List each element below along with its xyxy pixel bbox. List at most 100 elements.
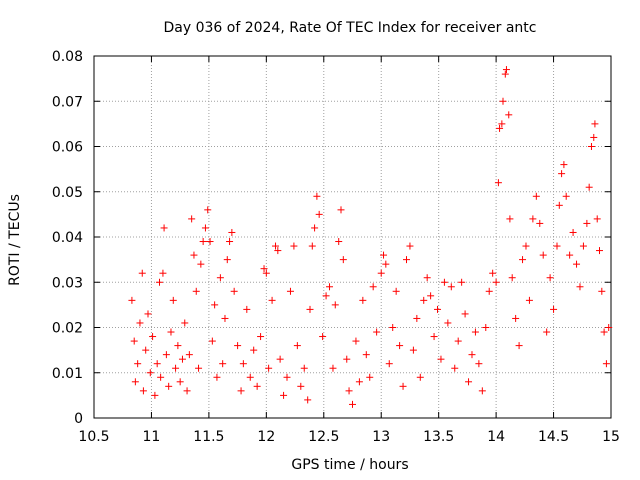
data-point: [174, 342, 182, 350]
data-point: [447, 283, 455, 291]
y-tick-label: 0.07: [52, 94, 83, 110]
data-point: [434, 305, 442, 313]
data-point: [596, 247, 604, 255]
data-point: [315, 210, 323, 218]
y-tick-label: 0.01: [52, 366, 83, 382]
data-point: [300, 364, 308, 372]
data-point: [506, 215, 514, 223]
data-point: [458, 278, 466, 286]
x-tick-label: 13.5: [423, 429, 454, 445]
data-point: [562, 192, 570, 200]
grid: [94, 56, 611, 418]
data-point: [130, 337, 138, 345]
data-point: [272, 242, 280, 250]
data-point: [389, 324, 397, 331]
data-point: [159, 269, 167, 277]
data-point: [440, 278, 448, 286]
data-point: [176, 378, 184, 386]
data-point: [283, 373, 291, 381]
x-tick-label: 14: [487, 429, 505, 445]
data-point: [494, 179, 502, 187]
data-point: [343, 355, 351, 363]
data-point: [230, 287, 238, 295]
x-tick-label: 11: [143, 429, 161, 445]
data-point: [392, 287, 400, 295]
x-tick-label: 14.5: [538, 429, 569, 445]
data-point: [590, 133, 598, 141]
data-point: [246, 373, 254, 381]
data-point: [359, 296, 367, 304]
data-point: [482, 324, 490, 331]
data-point: [546, 274, 554, 282]
data-point: [339, 256, 347, 264]
data-point: [416, 373, 424, 381]
data-point: [420, 296, 428, 304]
data-point: [406, 242, 414, 250]
data-point: [213, 373, 221, 381]
data-point: [583, 219, 591, 227]
y-tick-label: 0.05: [52, 185, 83, 201]
data-point: [226, 238, 234, 246]
data-point: [489, 269, 497, 277]
data-point: [172, 364, 180, 372]
data-point: [437, 355, 445, 363]
x-tick-labels: 10.5 11 11.5 12 12.5 13 13.5 14 14.5 15: [78, 429, 620, 445]
data-points: [128, 66, 613, 408]
y-tick-label: 0: [74, 411, 83, 427]
x-tick-label: 11.5: [193, 429, 224, 445]
data-point: [382, 260, 390, 268]
y-tick-label: 0.08: [52, 49, 83, 65]
data-point: [280, 391, 288, 399]
data-point: [219, 360, 227, 368]
data-point: [276, 355, 284, 363]
data-point: [598, 287, 606, 295]
data-point: [326, 283, 334, 291]
data-point: [519, 256, 527, 264]
data-point: [536, 219, 544, 227]
data-point: [162, 351, 170, 359]
data-point: [165, 382, 173, 390]
data-point: [131, 378, 139, 386]
chart-title: Day 036 of 2024, Rate Of TEC Index for r…: [163, 20, 536, 36]
data-point: [380, 251, 388, 259]
data-point: [211, 301, 219, 309]
data-point: [160, 224, 168, 232]
data-point: [297, 382, 305, 390]
data-point: [128, 296, 136, 304]
data-point: [373, 328, 381, 336]
data-point: [566, 251, 574, 259]
data-point: [444, 319, 452, 327]
data-point: [543, 328, 551, 336]
data-point: [142, 346, 150, 354]
data-point: [461, 310, 469, 318]
data-point: [550, 305, 558, 313]
data-point: [423, 274, 431, 282]
data-point: [331, 301, 339, 309]
data-point: [555, 201, 563, 209]
data-point: [223, 256, 231, 264]
data-point: [250, 346, 258, 354]
data-point: [396, 342, 404, 350]
data-point: [593, 215, 601, 223]
data-point: [512, 314, 520, 322]
data-point: [515, 342, 523, 350]
ticks: [93, 55, 612, 419]
x-tick-label: 12: [257, 429, 275, 445]
data-point: [505, 111, 513, 119]
data-point: [181, 319, 189, 327]
data-point: [558, 170, 566, 178]
data-point: [234, 342, 242, 350]
data-point: [192, 287, 200, 295]
data-point: [190, 251, 198, 259]
data-point: [501, 70, 509, 78]
data-point: [454, 337, 462, 345]
y-tick-label: 0.04: [52, 230, 83, 246]
data-point: [471, 328, 479, 336]
x-tick-label: 12.5: [308, 429, 339, 445]
data-point: [265, 364, 273, 372]
data-point: [204, 206, 212, 214]
data-point: [151, 391, 159, 399]
data-point: [308, 242, 316, 250]
data-point: [499, 97, 507, 105]
data-point: [216, 274, 224, 282]
